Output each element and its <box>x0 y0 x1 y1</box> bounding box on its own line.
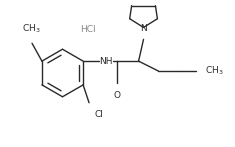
Text: HCl: HCl <box>80 25 96 34</box>
Text: N: N <box>140 24 147 33</box>
Text: CH$_3$: CH$_3$ <box>22 23 40 35</box>
Text: Cl: Cl <box>94 110 103 119</box>
Text: CH$_3$: CH$_3$ <box>205 65 223 77</box>
Text: O: O <box>113 91 120 100</box>
Text: NH: NH <box>99 57 113 66</box>
